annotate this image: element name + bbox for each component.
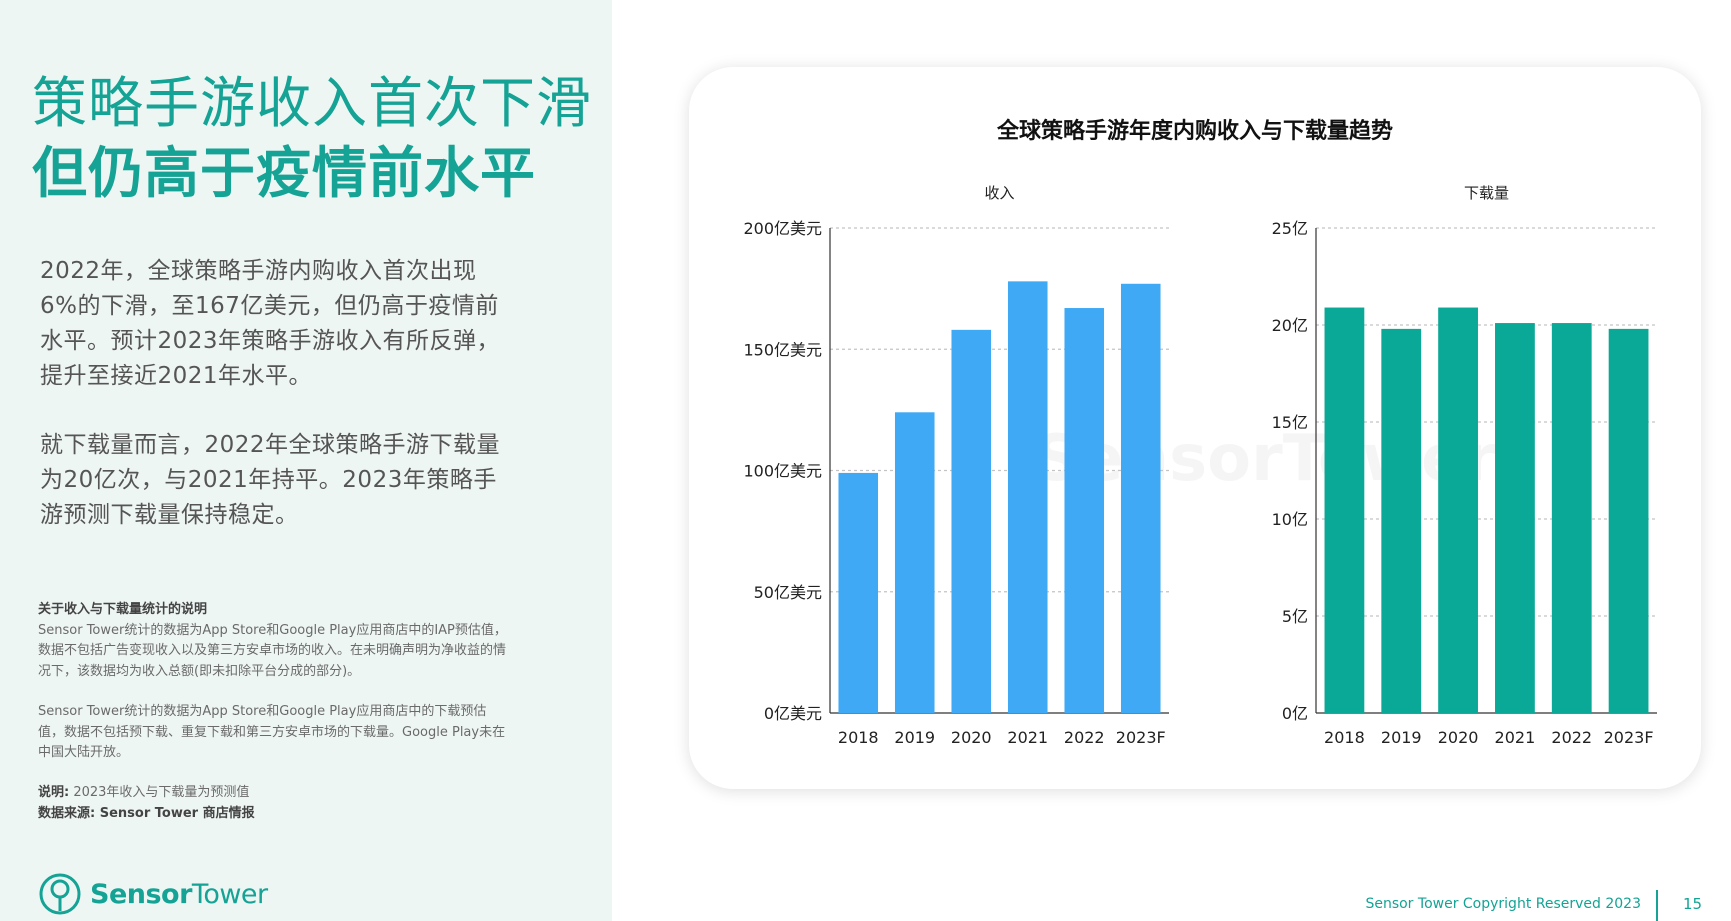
revenue-ytick-label: 100亿美元 <box>743 462 822 481</box>
revenue-bar-2020 <box>951 329 992 713</box>
revenue-ytick-label: 150亿美元 <box>743 340 822 359</box>
download-ytick-label: 15亿 <box>1272 413 1308 432</box>
revenue-xtick-label: 2019 <box>894 728 935 747</box>
download-subtitle: 下载量 <box>1464 184 1509 202</box>
download-bar-2018 <box>1324 307 1365 713</box>
page-title-line2: 但仍高于疫情前水平 <box>32 141 537 205</box>
revenue-bar-2018 <box>838 472 879 713</box>
download-ytick-label: 25亿 <box>1272 219 1308 238</box>
download-paragraph: 就下载量而言，2022年全球策略手游下载量为20亿次，与2021年持平。2023… <box>40 432 501 528</box>
revenue-ytick-label: 0亿美元 <box>764 704 822 723</box>
download-bar-2023F <box>1608 328 1649 713</box>
download-bar-2020 <box>1438 307 1478 713</box>
download-bar-2019 <box>1381 328 1422 713</box>
download-ytick-label: 5亿 <box>1282 607 1308 626</box>
notes-download: Sensor Tower统计的数据为App Store和Google Play应… <box>38 702 508 764</box>
logo-wordmark: SensorTower <box>90 879 268 910</box>
revenue-note: Sensor Tower统计的数据为App Store和Google Play应… <box>38 622 507 679</box>
download-note: Sensor Tower统计的数据为App Store和Google Play应… <box>38 704 506 760</box>
download-ytick-label: 20亿 <box>1272 316 1308 335</box>
download-xtick-label: 2019 <box>1381 728 1422 747</box>
notes-revenue: 关于收入与下载量统计的说明 Sensor Tower统计的数据为App Stor… <box>38 600 508 682</box>
download-xtick-label: 2023F <box>1604 728 1654 747</box>
revenue-ytick-label: 50亿美元 <box>754 583 822 602</box>
revenue-bar-2022 <box>1064 308 1105 713</box>
notes-footer: 说明: 2023年收入与下载量为预测值 数据来源: Sensor Tower 商… <box>38 783 508 824</box>
download-xtick-label: 2018 <box>1324 728 1365 747</box>
revenue-xtick-label: 2023F <box>1116 728 1166 747</box>
revenue-xtick-label: 2018 <box>838 728 879 747</box>
download-bar-2022 <box>1551 323 1592 713</box>
revenue-bar-2023F <box>1120 283 1161 713</box>
download-bar-2021 <box>1495 323 1535 713</box>
revenue-subtitle: 收入 <box>984 184 1014 202</box>
revenue-bar-2021 <box>1007 281 1048 713</box>
explain-label: 说明: <box>38 785 70 800</box>
revenue-xtick-label: 2021 <box>1007 728 1048 747</box>
page-number: 15 <box>1683 895 1703 913</box>
download-xtick-label: 2021 <box>1495 728 1536 747</box>
logo-text-part2: Tower <box>191 878 268 910</box>
sensor-tower-logo: SensorTower <box>38 872 268 916</box>
left-panel: 策略手游收入首次下滑 但仍高于疫情前水平 2022年，全球策略手游内购收入首次出… <box>0 0 612 921</box>
explain-line: 说明: 2023年收入与下载量为预测值 <box>38 783 508 804</box>
page-title-line1: 策略手游收入首次下滑 <box>32 71 593 135</box>
download-xtick-label: 2020 <box>1438 728 1479 747</box>
logo-text-part1: Sensor <box>90 878 192 910</box>
footer-divider <box>1656 890 1658 921</box>
chart-card: SensorTower 全球策略手游年度内购收入与下载量趋势 收入0亿美元50亿… <box>689 67 1701 789</box>
download-ytick-label: 10亿 <box>1272 510 1308 529</box>
explain-text: 2023年收入与下载量为预测值 <box>73 785 250 800</box>
sensor-tower-logo-icon <box>39 873 81 915</box>
download-xtick-label: 2022 <box>1551 728 1592 747</box>
revenue-ytick-label: 200亿美元 <box>743 219 822 238</box>
notes-title: 关于收入与下载量统计的说明 <box>38 602 208 617</box>
charts-svg: 收入 0亿美元 50亿美元 100亿美元 150亿美元 200亿美元 2018 2019 202… <box>743 184 1657 747</box>
revenue-xtick-label: 2022 <box>1064 728 1105 747</box>
revenue-bar-2019 <box>894 412 935 713</box>
data-source: 数据来源: Sensor Tower 商店情报 <box>38 805 255 821</box>
footer-copyright: Sensor Tower Copyright Reserved 2023 <box>1365 896 1641 912</box>
download-ytick-label: 0亿 <box>1282 704 1308 723</box>
revenue-xtick-label: 2020 <box>951 728 992 747</box>
revenue-paragraph: 2022年，全球策略手游内购收入首次出现6%的下滑，至167亿美元，但仍高于疫情… <box>40 258 501 389</box>
chart-title: 全球策略手游年度内购收入与下载量趋势 <box>996 119 1393 144</box>
